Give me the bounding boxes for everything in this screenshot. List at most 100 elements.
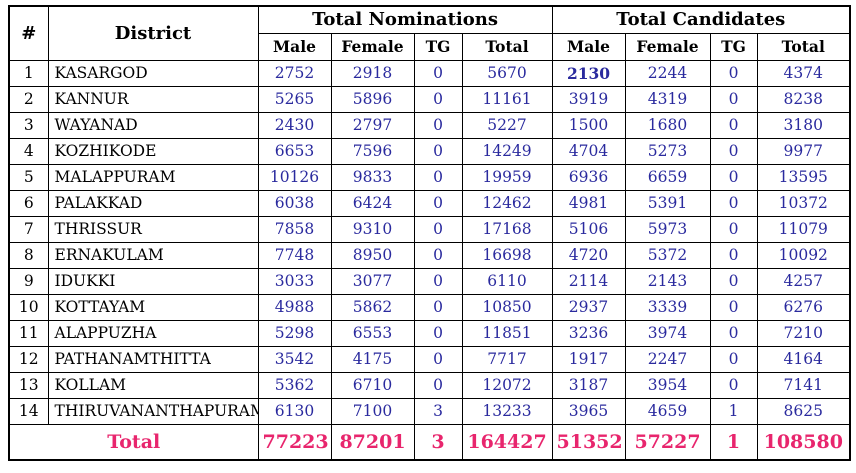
- value-cell: 5862: [330, 293, 415, 321]
- district-cell: KANNUR: [47, 85, 259, 113]
- row-number-cell: 8: [8, 241, 49, 269]
- row-number-cell: 1: [8, 59, 49, 87]
- value-cell: 4164: [756, 345, 851, 373]
- value-cell: 8950: [330, 241, 415, 269]
- table-row: 11 ALAPPUZHA 5298 6553 0 11851 3236 3974 0 7210: [8, 319, 851, 347]
- value-cell: 0: [709, 319, 758, 347]
- row-number-cell: 7: [8, 215, 49, 243]
- district-cell: THRISSUR: [47, 215, 259, 243]
- value-cell: 7717: [461, 345, 553, 373]
- value-cell: 0: [413, 163, 463, 191]
- total-candidates-total: 108580: [756, 423, 851, 461]
- total-nominations-male: 77223: [257, 423, 332, 461]
- total-candidates-male: 51352: [551, 423, 626, 461]
- value-cell: 5227: [461, 111, 553, 139]
- value-cell: 13233: [461, 397, 553, 425]
- value-cell: 7748: [257, 241, 332, 269]
- value-cell: 3965: [551, 397, 626, 425]
- value-cell: 3077: [330, 267, 415, 295]
- table-row: 13 KOLLAM 5362 6710 0 12072 3187 3954 0 7141: [8, 371, 851, 399]
- value-cell: 19959: [461, 163, 553, 191]
- value-cell: 0: [709, 163, 758, 191]
- district-cell: WAYANAD: [47, 111, 259, 139]
- subheader-nominations-female: Female: [330, 32, 415, 61]
- value-cell: 5362: [257, 371, 332, 399]
- table-row: 14 THIRUVANANTHAPURAM 6130 7100 3 13233 3965 46…: [8, 397, 851, 425]
- group-header-total-nominations: Total Nominations: [257, 5, 553, 34]
- value-cell: 1: [709, 397, 758, 425]
- value-cell: 0: [413, 293, 463, 321]
- district-cell: ERNAKULAM: [47, 241, 259, 269]
- value-cell: 6659: [624, 163, 711, 191]
- table-row: 7 THRISSUR 7858 9310 0 17168 5106 5973 0 11079: [8, 215, 851, 243]
- row-number-cell: 2: [8, 85, 49, 113]
- row-number-cell: 12: [8, 345, 49, 373]
- value-cell: 0: [413, 267, 463, 295]
- value-cell: 2114: [551, 267, 626, 295]
- row-number-cell: 14: [8, 397, 49, 425]
- value-cell: 0: [413, 137, 463, 165]
- table-row: 6 PALAKKAD 6038 6424 0 12462 4981 5391 0 10372: [8, 189, 851, 217]
- value-cell: 0: [709, 137, 758, 165]
- value-cell: 4659: [624, 397, 711, 425]
- row-number-cell: 9: [8, 267, 49, 295]
- value-cell: 4257: [756, 267, 851, 295]
- value-cell: 6653: [257, 137, 332, 165]
- subheader-candidates-tg: TG: [709, 32, 758, 61]
- value-cell: 0: [413, 59, 463, 87]
- value-cell: 10126: [257, 163, 332, 191]
- value-cell: 0: [709, 189, 758, 217]
- table-header: # District Total Nominations Total Candi…: [8, 5, 851, 61]
- value-cell: 1917: [551, 345, 626, 373]
- value-cell: 7141: [756, 371, 851, 399]
- total-nominations-female: 87201: [330, 423, 415, 461]
- table-row: 12 PATHANAMTHITTA 3542 4175 0 7717 1917 2247 0 41…: [8, 345, 851, 373]
- value-cell: 4988: [257, 293, 332, 321]
- value-cell: 1500: [551, 111, 626, 139]
- column-header-number: #: [8, 5, 49, 61]
- value-cell: 6710: [330, 371, 415, 399]
- value-cell: 11161: [461, 85, 553, 113]
- value-cell: 2430: [257, 111, 332, 139]
- value-cell: 0: [413, 241, 463, 269]
- value-cell: 2130: [551, 59, 626, 87]
- table-row: 5 MALAPPURAM 10126 9833 0 19959 6936 6659 0 13595: [8, 163, 851, 191]
- value-cell: 10092: [756, 241, 851, 269]
- value-cell: 0: [709, 371, 758, 399]
- value-cell: 3954: [624, 371, 711, 399]
- value-cell: 0: [413, 111, 463, 139]
- value-cell: 3919: [551, 85, 626, 113]
- value-cell: 8238: [756, 85, 851, 113]
- value-cell: 5298: [257, 319, 332, 347]
- value-cell: 0: [709, 111, 758, 139]
- value-cell: 0: [709, 85, 758, 113]
- value-cell: 8625: [756, 397, 851, 425]
- value-cell: 5273: [624, 137, 711, 165]
- value-cell: 6130: [257, 397, 332, 425]
- value-cell: 2244: [624, 59, 711, 87]
- value-cell: 0: [413, 215, 463, 243]
- value-cell: 6038: [257, 189, 332, 217]
- value-cell: 5670: [461, 59, 553, 87]
- district-cell: PALAKKAD: [47, 189, 259, 217]
- value-cell: 0: [413, 371, 463, 399]
- value-cell: 2937: [551, 293, 626, 321]
- value-cell: 6110: [461, 267, 553, 295]
- row-number-cell: 10: [8, 293, 49, 321]
- value-cell: 3236: [551, 319, 626, 347]
- value-cell: 9977: [756, 137, 851, 165]
- row-number-cell: 3: [8, 111, 49, 139]
- value-cell: 12072: [461, 371, 553, 399]
- value-cell: 14249: [461, 137, 553, 165]
- value-cell: 4720: [551, 241, 626, 269]
- value-cell: 4374: [756, 59, 851, 87]
- value-cell: 0: [709, 59, 758, 87]
- district-cell: THIRUVANANTHAPURAM: [47, 397, 259, 425]
- row-number-cell: 4: [8, 137, 49, 165]
- value-cell: 0: [413, 189, 463, 217]
- nominations-candidates-table: # District Total Nominations Total Candi…: [8, 5, 852, 461]
- value-cell: 6424: [330, 189, 415, 217]
- value-cell: 5391: [624, 189, 711, 217]
- total-candidates-female: 57227: [624, 423, 711, 461]
- table-row: 3 WAYANAD 2430 2797 0 5227 1500 1680 0 3180: [8, 111, 851, 139]
